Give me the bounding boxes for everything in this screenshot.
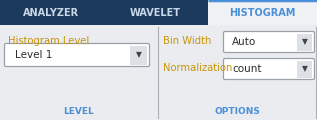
Bar — [297, 60, 312, 78]
Text: HISTOGRAM: HISTOGRAM — [229, 7, 295, 18]
Bar — [130, 45, 147, 65]
Text: Auto: Auto — [232, 37, 256, 47]
FancyBboxPatch shape — [223, 31, 314, 53]
Text: WAVELET: WAVELET — [130, 7, 180, 18]
Text: ▼: ▼ — [302, 65, 308, 73]
Text: count: count — [232, 64, 262, 74]
Text: OPTIONS: OPTIONS — [215, 107, 261, 115]
FancyBboxPatch shape — [4, 44, 150, 66]
Text: Bin Width: Bin Width — [163, 36, 211, 46]
Bar — [0, 0, 317, 25]
FancyBboxPatch shape — [223, 59, 314, 79]
Text: Normalization: Normalization — [163, 63, 232, 73]
Text: ANALYZER: ANALYZER — [23, 7, 80, 18]
Text: ▼: ▼ — [136, 51, 142, 60]
Bar — [297, 33, 312, 51]
Text: Level 1: Level 1 — [15, 50, 52, 60]
Text: Histogram Level: Histogram Level — [8, 36, 89, 46]
Text: ▼: ▼ — [302, 37, 308, 46]
Text: LEVEL: LEVEL — [64, 107, 94, 115]
Bar — [208, 0, 317, 25]
